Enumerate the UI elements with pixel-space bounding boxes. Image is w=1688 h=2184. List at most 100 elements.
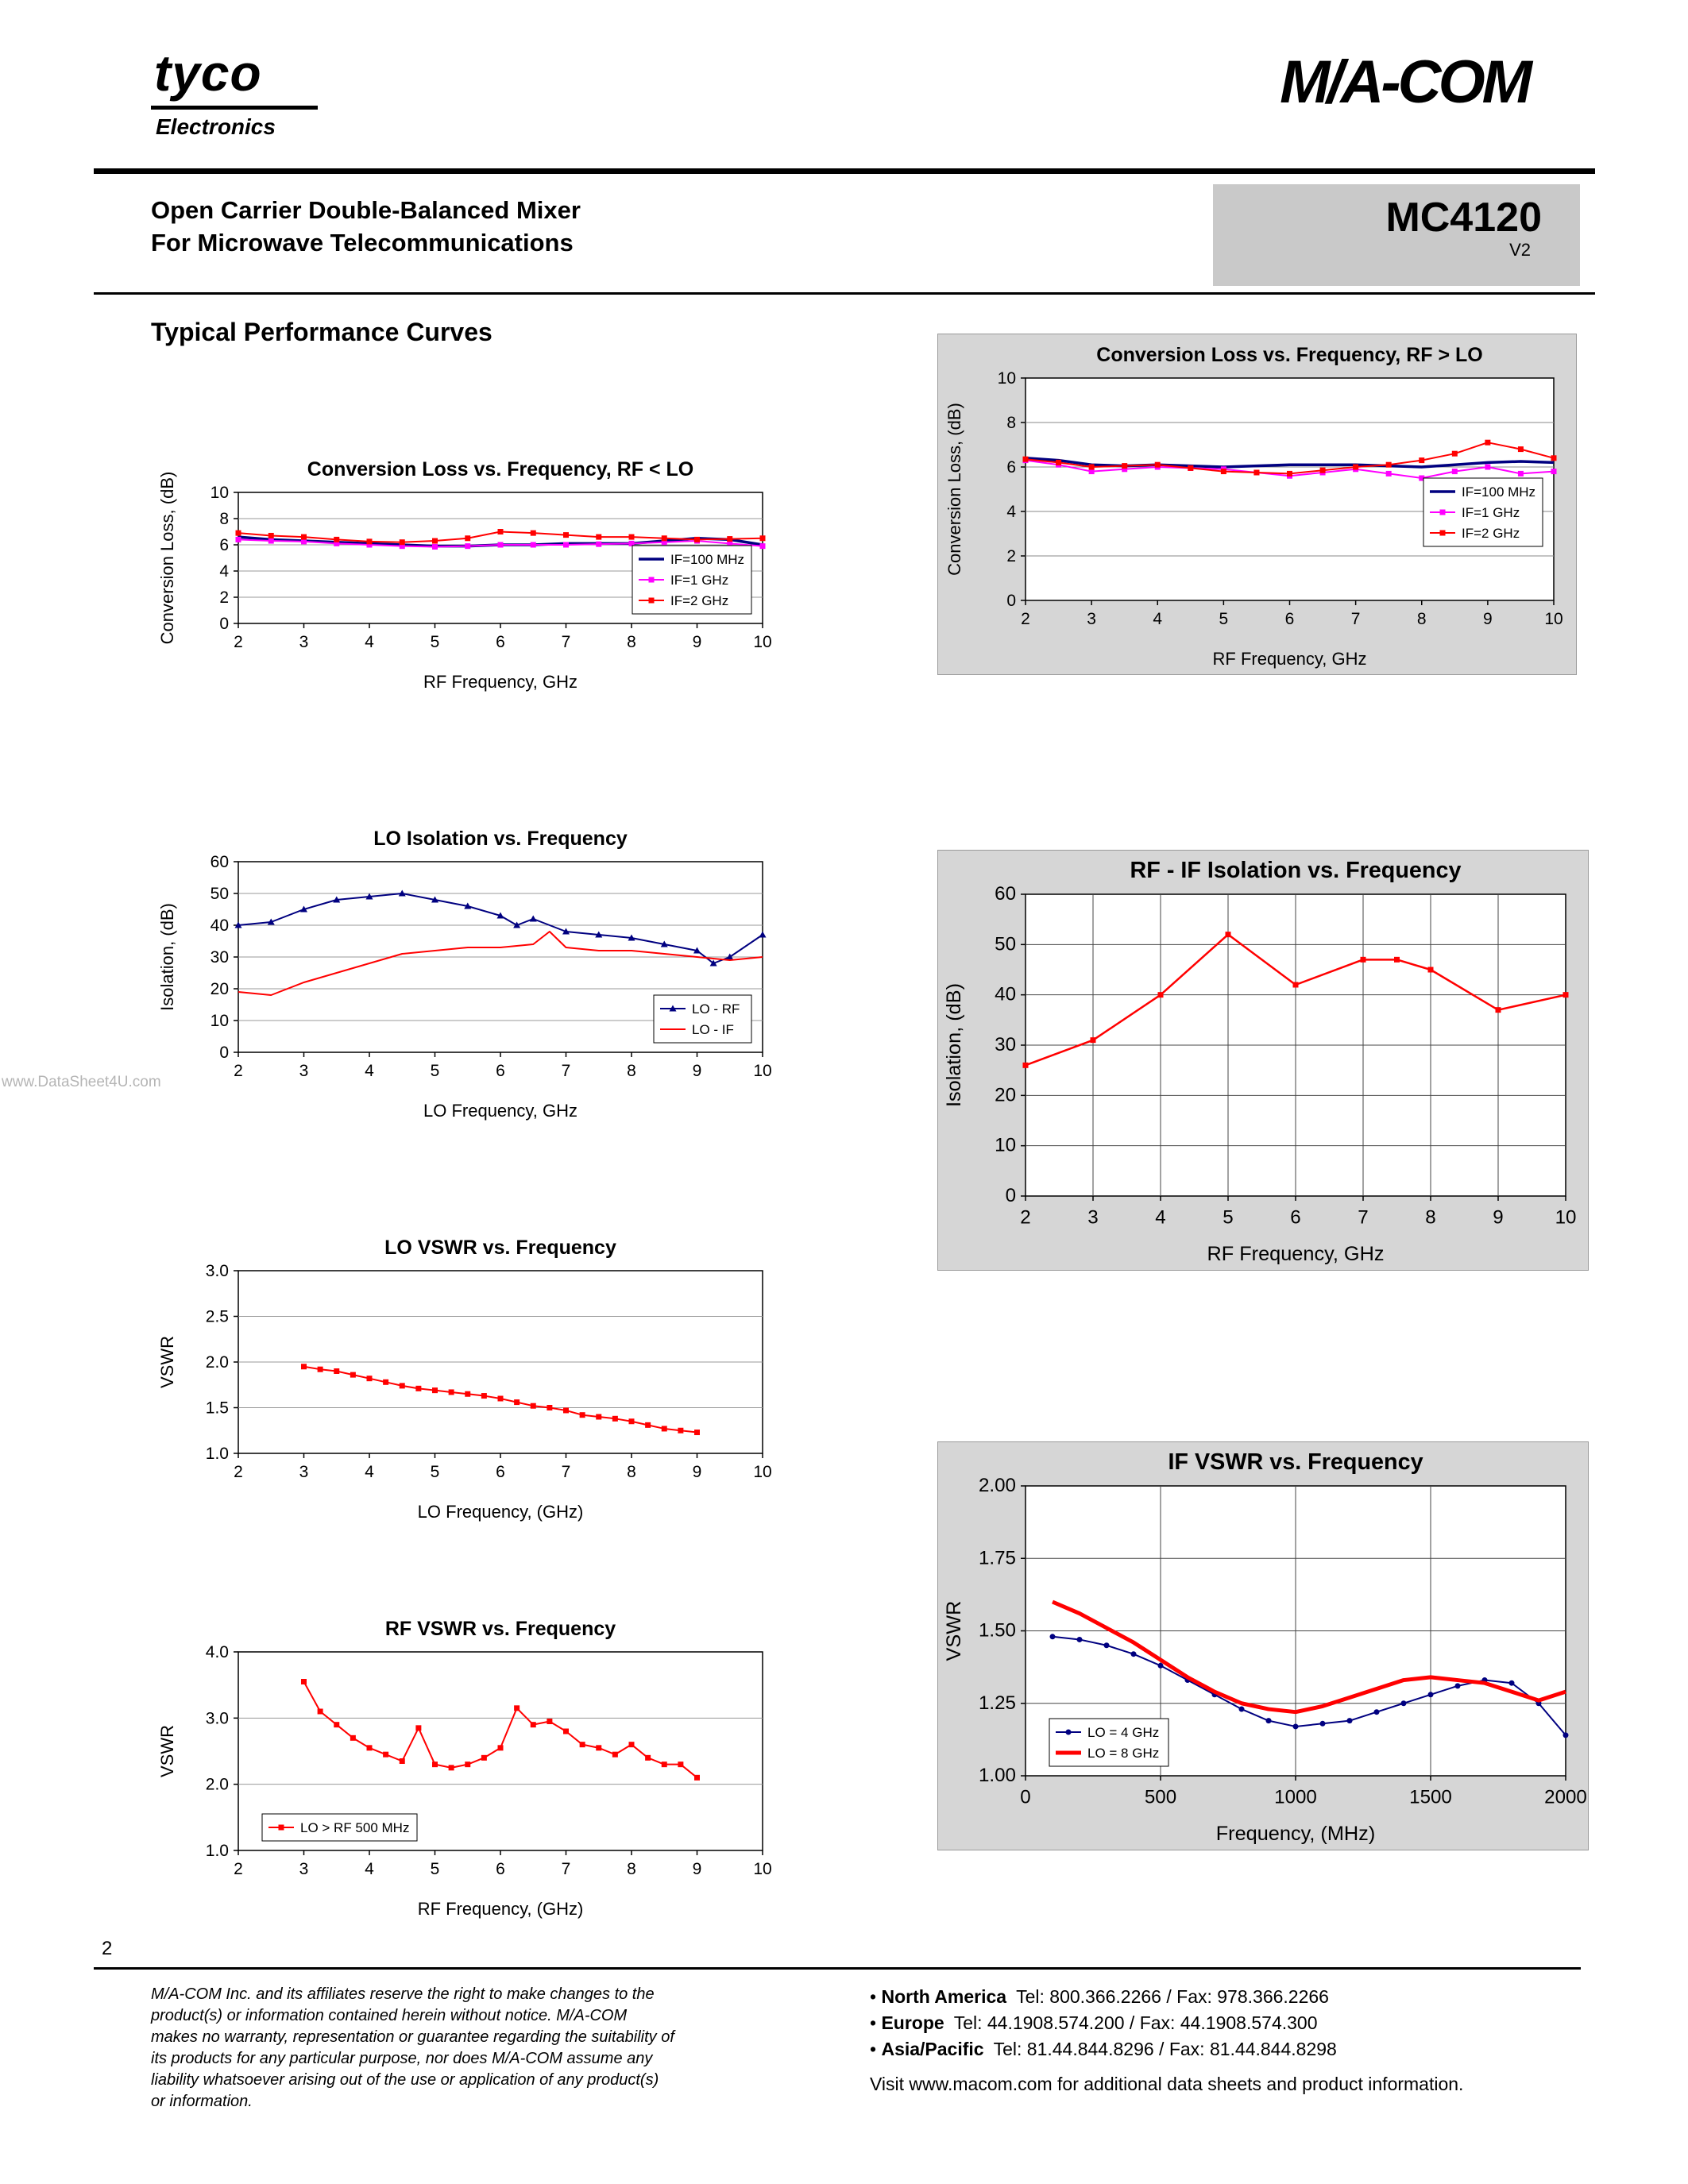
svg-text:0: 0 — [1006, 592, 1016, 610]
svg-text:RF VSWR vs. Frequency: RF VSWR vs. Frequency — [385, 1618, 616, 1640]
part-number: MC4120 — [1385, 195, 1542, 241]
svg-text:2.0: 2.0 — [206, 1353, 229, 1372]
svg-text:60: 60 — [211, 853, 229, 871]
svg-text:10: 10 — [211, 1012, 229, 1030]
svg-text:7: 7 — [562, 1463, 571, 1481]
contact-north-america: North America Tel: 800.366.2266 / Fax: 97… — [870, 1984, 1463, 2010]
chart-if-vswr: 0 500 1000 1500 2000 1.00 1.25 1.50 1.75 2.00 IF V… — [937, 1441, 1589, 1850]
svg-text:4: 4 — [219, 562, 229, 581]
section-title: Typical Performance Curves — [151, 318, 492, 346]
svg-text:3: 3 — [299, 633, 309, 651]
svg-text:2: 2 — [234, 1062, 243, 1080]
svg-text:10: 10 — [753, 1860, 771, 1878]
svg-text:RF Frequency, (GHz): RF Frequency, (GHz) — [418, 1899, 584, 1919]
svg-text:6: 6 — [496, 1860, 505, 1878]
svg-text:IF=2 GHz: IF=2 GHz — [670, 593, 728, 608]
contact-region: Asia/Pacific — [881, 2039, 984, 2059]
tyco-electronics-text: Electronics — [156, 114, 276, 139]
footer-rule — [94, 1967, 1581, 1970]
svg-text:VSWR: VSWR — [943, 1601, 965, 1661]
svg-text:6: 6 — [496, 1463, 505, 1481]
svg-text:10: 10 — [753, 633, 771, 651]
svg-text:IF=1 GHz: IF=1 GHz — [670, 573, 728, 588]
svg-text:500: 500 — [1145, 1787, 1176, 1808]
svg-text:9: 9 — [693, 1860, 702, 1878]
svg-text:9: 9 — [693, 1463, 702, 1481]
svg-text:Isolation, (dB): Isolation, (dB) — [157, 903, 177, 1011]
svg-text:3.0: 3.0 — [206, 1709, 229, 1727]
macom-logo: M/A-COM — [1280, 48, 1532, 116]
svg-text:LO - IF: LO - IF — [692, 1022, 734, 1037]
svg-text:30: 30 — [995, 1034, 1016, 1055]
svg-text:1.75: 1.75 — [979, 1547, 1016, 1569]
svg-text:2: 2 — [1020, 1207, 1030, 1229]
svg-text:40: 40 — [211, 916, 229, 935]
svg-text:0: 0 — [1020, 1787, 1030, 1808]
svg-text:2: 2 — [219, 588, 229, 607]
svg-text:2: 2 — [234, 1860, 243, 1878]
tyco-logo-text: tyco — [151, 44, 318, 110]
svg-text:2: 2 — [234, 1463, 243, 1481]
svg-text:8: 8 — [627, 1860, 636, 1878]
svg-text:7: 7 — [1351, 610, 1361, 628]
svg-text:8: 8 — [627, 633, 636, 651]
svg-text:3: 3 — [299, 1463, 309, 1481]
svg-text:4.0: 4.0 — [206, 1643, 229, 1661]
svg-text:2: 2 — [234, 633, 243, 651]
svg-text:1500: 1500 — [1409, 1787, 1452, 1808]
chart-rf-vswr: 2 3 4 5 6 7 8 9 10 1.0 2.0 3.0 4.0 RF VSWR vs. Freque… — [151, 1608, 786, 1926]
svg-text:40: 40 — [995, 984, 1016, 1005]
svg-text:1.5: 1.5 — [206, 1399, 229, 1418]
svg-text:3: 3 — [1087, 1207, 1098, 1229]
chart-conversion-loss-rf-lt-lo: 2 3 4 5 6 7 8 9 10 0 2 4 6 8 10 Conversion Loss vs. Fre… — [151, 449, 786, 699]
visit-text: Visit www.macom.com for additional data … — [870, 2074, 1464, 2094]
contact-info: Tel: 800.366.2266 / Fax: 978.366.2266 — [1016, 1986, 1329, 2007]
svg-text:2000: 2000 — [1544, 1787, 1587, 1808]
svg-text:9: 9 — [1493, 1207, 1503, 1229]
svg-text:4: 4 — [365, 1463, 374, 1481]
document-title-line1: Open Carrier Double-Balanced Mixer — [151, 196, 581, 224]
legal-text: M/A-COM Inc. and its affiliates reserve … — [151, 1985, 674, 2110]
svg-text:IF=100 MHz: IF=100 MHz — [670, 552, 744, 567]
svg-text:50: 50 — [995, 933, 1016, 955]
svg-text:4: 4 — [1155, 1207, 1165, 1229]
tyco-logo: tyco Electronics — [151, 44, 318, 140]
svg-text:7: 7 — [562, 1062, 571, 1080]
svg-text:Conversion Loss vs. Frequency,: Conversion Loss vs. Frequency, RF < LO — [307, 458, 693, 480]
svg-text:6: 6 — [496, 633, 505, 651]
svg-text:4: 4 — [1153, 610, 1162, 628]
svg-text:9: 9 — [693, 1062, 702, 1080]
header-rule — [94, 168, 1595, 174]
svg-text:8: 8 — [219, 510, 229, 528]
svg-text:4: 4 — [365, 1062, 374, 1080]
svg-text:0: 0 — [219, 615, 229, 633]
contact-list: North America Tel: 800.366.2266 / Fax: 97… — [870, 1984, 1463, 2095]
svg-text:Isolation, (dB): Isolation, (dB) — [943, 983, 965, 1107]
svg-text:2.5: 2.5 — [206, 1308, 229, 1326]
svg-text:IF VSWR vs. Frequency: IF VSWR vs. Frequency — [1168, 1449, 1423, 1475]
contact-europe: Europe Tel: 44.1908.574.200 / Fax: 44.190… — [870, 2010, 1463, 2036]
svg-text:0: 0 — [219, 1044, 229, 1062]
svg-text:VSWR: VSWR — [157, 1336, 177, 1388]
svg-text:5: 5 — [1223, 1207, 1233, 1229]
svg-text:8: 8 — [1425, 1207, 1435, 1229]
svg-text:10: 10 — [211, 484, 229, 502]
svg-text:3.0: 3.0 — [206, 1262, 229, 1280]
chart-rf-if-isolation: 2 3 4 5 6 7 8 9 10 0 10 20 30 40 50 60 RF - IF Isolation… — [937, 850, 1589, 1271]
svg-text:7: 7 — [562, 1860, 571, 1878]
svg-text:Conversion Loss, (dB): Conversion Loss, (dB) — [944, 403, 964, 576]
svg-text:6: 6 — [219, 536, 229, 554]
svg-text:8: 8 — [627, 1062, 636, 1080]
svg-text:10: 10 — [1555, 1207, 1577, 1229]
svg-text:2: 2 — [1021, 610, 1030, 628]
svg-text:50: 50 — [211, 885, 229, 903]
svg-text:IF=2 GHz: IF=2 GHz — [1462, 526, 1520, 541]
svg-text:60: 60 — [995, 883, 1016, 905]
title-rule — [94, 292, 1595, 295]
svg-text:10: 10 — [753, 1062, 771, 1080]
svg-text:5: 5 — [431, 633, 440, 651]
svg-text:LO - RF: LO - RF — [692, 1001, 740, 1017]
svg-text:9: 9 — [1483, 610, 1493, 628]
contact-info: Tel: 44.1908.574.200 / Fax: 44.1908.574.… — [953, 2012, 1318, 2033]
